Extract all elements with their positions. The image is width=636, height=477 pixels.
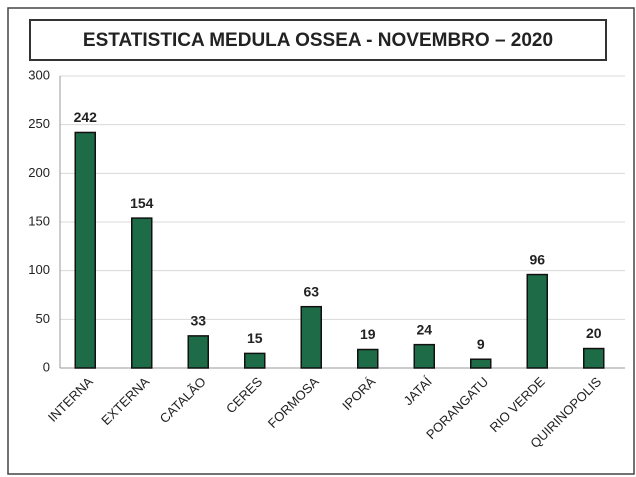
chart-title: ESTATISTICA MEDULA OSSEA - NOVEMBRO – 20… <box>83 30 553 51</box>
value-label: 20 <box>586 325 602 341</box>
bar <box>244 352 266 369</box>
bar <box>583 347 605 369</box>
value-label: 19 <box>360 326 376 342</box>
x-tick-label: JATAÍ <box>401 374 436 409</box>
x-tick-label: INTERNA <box>45 374 96 425</box>
bar <box>74 131 96 369</box>
y-tick-label: 0 <box>43 359 50 374</box>
x-tick-label: FORMOSA <box>265 374 322 431</box>
title-box <box>29 19 607 61</box>
x-tick-label: RIO VERDE <box>487 374 548 435</box>
value-label: 96 <box>529 251 545 267</box>
frame <box>7 7 635 475</box>
value-label: 242 <box>74 109 98 125</box>
value-label: 24 <box>416 321 432 337</box>
y-tick-label: 300 <box>28 67 50 82</box>
bar <box>413 343 435 369</box>
y-tick-label: 250 <box>28 116 50 131</box>
y-tick-label: 50 <box>36 311 50 326</box>
bar <box>131 217 153 369</box>
y-tick-label: 150 <box>28 213 50 228</box>
value-label: 9 <box>477 336 485 352</box>
value-label: 15 <box>247 330 263 346</box>
x-tick-label: CERES <box>223 374 266 417</box>
value-label: 154 <box>130 195 154 211</box>
bar <box>357 348 379 369</box>
y-tick-label: 100 <box>28 262 50 277</box>
x-tick-label: CATALÃO <box>157 374 209 426</box>
bar <box>470 358 492 369</box>
value-label: 63 <box>303 283 319 299</box>
y-tick-label: 200 <box>28 165 50 180</box>
x-tick-label: IPORÁ <box>339 374 378 413</box>
x-tick-label: EXTERNA <box>98 374 152 428</box>
bar <box>187 335 209 369</box>
value-label: 33 <box>190 313 206 329</box>
bar <box>300 305 322 369</box>
bar <box>526 273 548 369</box>
